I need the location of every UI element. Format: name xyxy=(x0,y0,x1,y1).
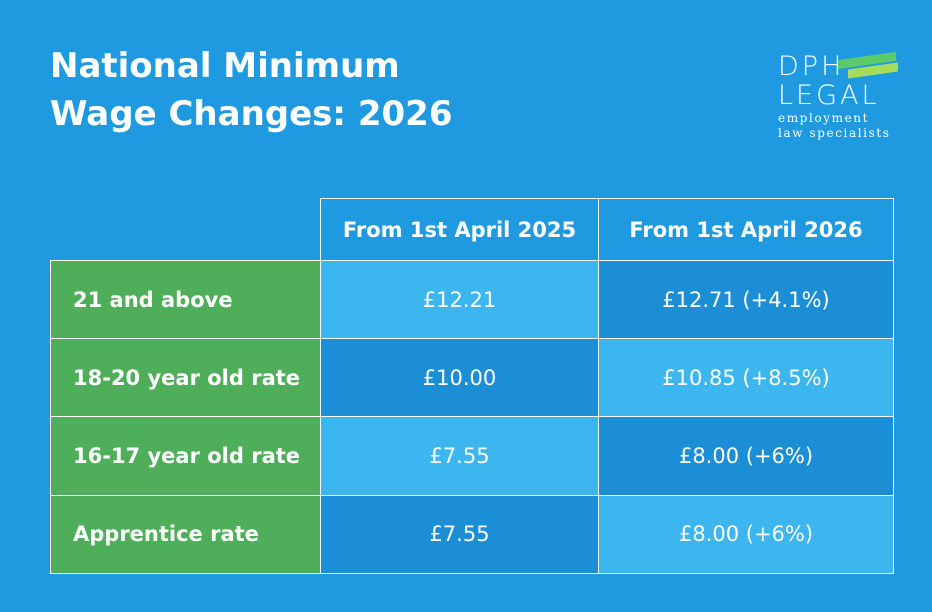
column-header: From 1st April 2026 xyxy=(598,198,894,261)
wage-value: £8.00 (+6%) xyxy=(598,494,894,574)
row-label: 18-20 year old rate xyxy=(50,338,321,418)
title: National Minimum Wage Changes: 2026 xyxy=(50,46,453,134)
wage-value: £8.00 (+6%) xyxy=(598,416,894,496)
logo-tagline: law specialists xyxy=(778,126,891,140)
logo: DPH LEGAL employment law specialists xyxy=(778,51,908,140)
wage-value: £10.00 xyxy=(320,338,599,418)
row-label: 16-17 year old rate xyxy=(50,416,321,496)
wage-value: £12.21 xyxy=(320,260,599,340)
wage-value: £7.55 xyxy=(320,416,599,496)
wage-value: £7.55 xyxy=(320,494,599,574)
row-label: 21 and above xyxy=(50,260,321,340)
column-header: From 1st April 2025 xyxy=(320,198,599,261)
row-label: Apprentice rate xyxy=(50,494,321,574)
logo-tagline: employment xyxy=(778,111,870,125)
logo-text: LEGAL xyxy=(778,80,880,111)
logo-text: DPH xyxy=(778,51,845,82)
wage-value: £10.85 (+8.5%) xyxy=(598,338,894,418)
wage-value: £12.71 (+4.1%) xyxy=(598,260,894,340)
